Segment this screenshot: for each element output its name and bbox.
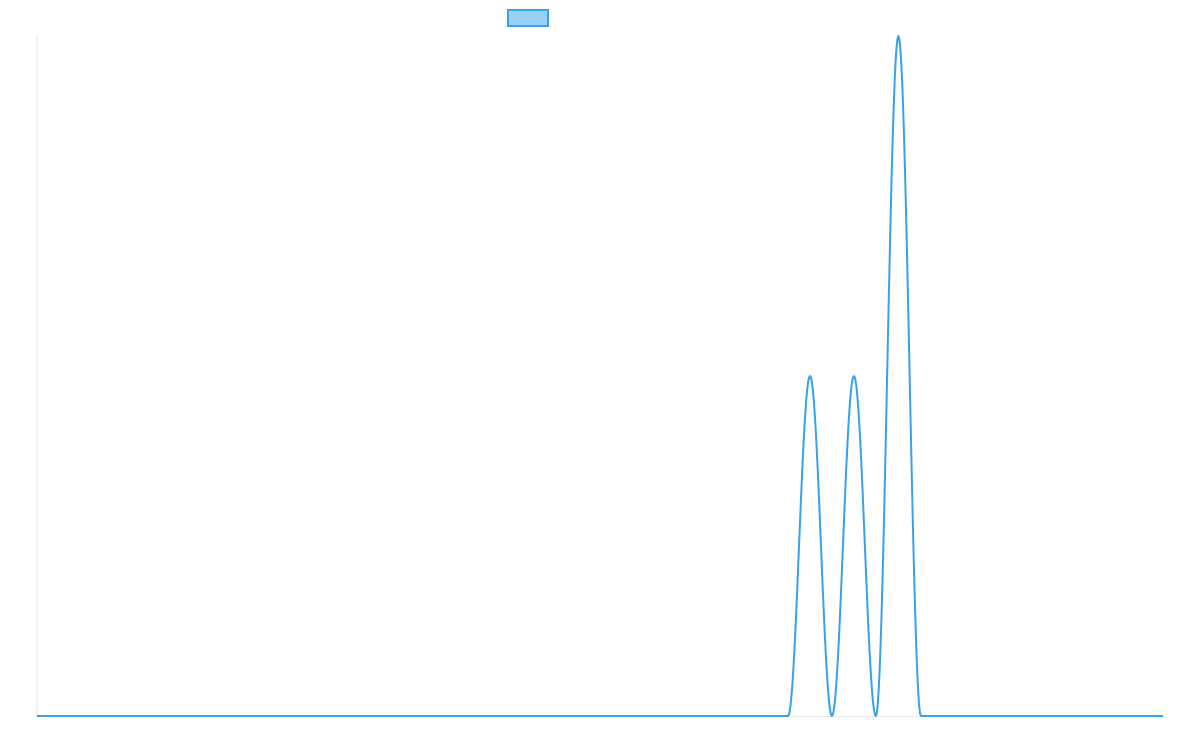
series-line bbox=[36, 35, 1164, 717]
legend[interactable] bbox=[507, 9, 549, 27]
legend-swatch[interactable] bbox=[507, 9, 549, 27]
